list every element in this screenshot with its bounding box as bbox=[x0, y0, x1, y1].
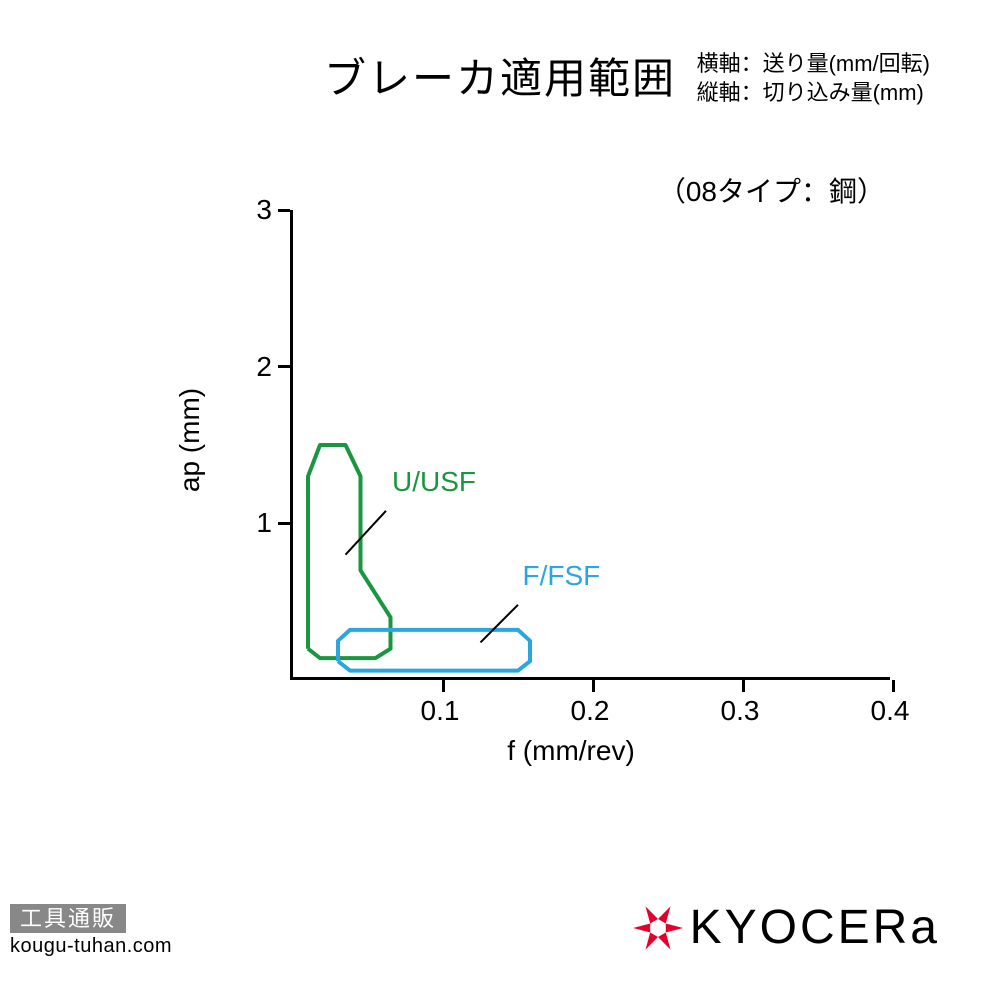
axis-desc-y: 縦軸：切り込み量(mm) bbox=[697, 79, 930, 108]
page-title: ブレーカ適用範囲 bbox=[324, 45, 676, 106]
region-f_fsf bbox=[338, 630, 530, 671]
brand-logo-text: KYOCERа bbox=[690, 900, 940, 955]
leader-line bbox=[481, 605, 519, 643]
chart: ap (mm) 123 f (mm/rev) 0.10.20.30.4U/USF… bbox=[150, 210, 890, 770]
chart-subtitle: （08タイプ：鋼） bbox=[658, 170, 885, 210]
x-tick-label: 0.2 bbox=[571, 695, 610, 727]
x-tick bbox=[442, 680, 445, 692]
y-axis-label: ap (mm) bbox=[174, 388, 206, 492]
y-tick-label: 2 bbox=[256, 351, 272, 383]
x-axis-label: f (mm/rev) bbox=[507, 735, 635, 767]
y-tick bbox=[278, 365, 290, 368]
y-tick bbox=[278, 522, 290, 525]
footer-left: 工具通販 kougu-tuhan.com bbox=[10, 901, 172, 958]
x-tick bbox=[592, 680, 595, 692]
region-label-u_usf: U/USF bbox=[392, 466, 476, 498]
y-tick-label: 3 bbox=[256, 194, 272, 226]
y-tick bbox=[278, 209, 290, 212]
region-label-f_fsf: F/FSF bbox=[523, 560, 601, 592]
axis-desc-x: 横軸：送り量(mm/回転) bbox=[697, 50, 930, 79]
y-tick-label: 1 bbox=[256, 507, 272, 539]
x-tick bbox=[892, 680, 895, 692]
x-tick-label: 0.3 bbox=[721, 695, 760, 727]
plot-svg bbox=[293, 210, 893, 680]
vendor-tag: 工具通販 bbox=[10, 904, 126, 933]
brand-logo: KYOCERа bbox=[632, 900, 940, 955]
x-tick bbox=[742, 680, 745, 692]
plot-area: 123 bbox=[290, 210, 890, 680]
x-tick-label: 0.4 bbox=[871, 695, 910, 727]
leader-line bbox=[346, 511, 387, 555]
axis-description: 横軸：送り量(mm/回転) 縦軸：切り込み量(mm) bbox=[697, 50, 930, 107]
kyocera-icon bbox=[632, 902, 684, 954]
vendor-url: kougu-tuhan.com bbox=[10, 935, 172, 958]
x-tick-label: 0.1 bbox=[421, 695, 460, 727]
